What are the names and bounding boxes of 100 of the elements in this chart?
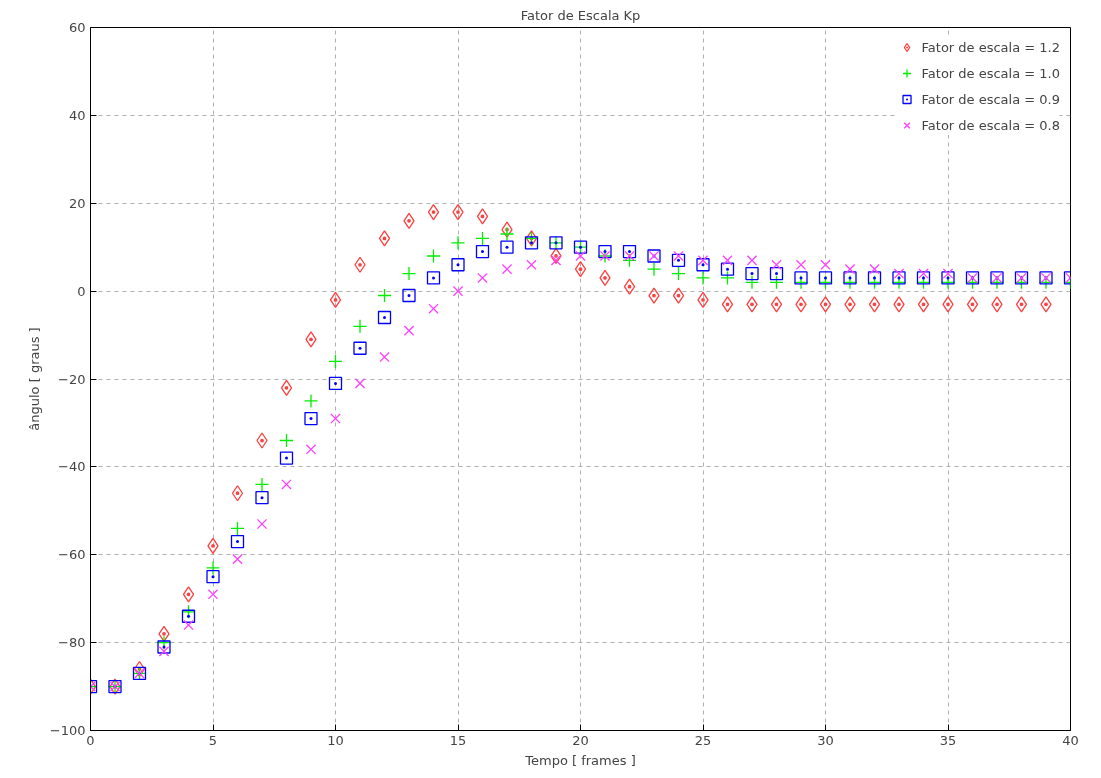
point — [918, 268, 929, 279]
point — [844, 263, 856, 275]
x-tick-label: 40 — [1062, 732, 1079, 748]
point — [329, 291, 342, 309]
point — [500, 240, 514, 254]
point — [769, 266, 784, 281]
point — [917, 296, 930, 313]
point — [158, 646, 170, 657]
point — [746, 255, 758, 266]
point — [354, 378, 366, 389]
point — [281, 479, 292, 490]
chart-title: Fator de Escala Kp — [520, 7, 641, 23]
point — [575, 250, 586, 262]
x-tick-label: 35 — [939, 732, 957, 748]
point — [746, 296, 758, 313]
point — [256, 518, 268, 530]
point — [475, 244, 490, 259]
point — [256, 432, 268, 449]
point — [402, 288, 416, 303]
point — [305, 331, 317, 348]
point — [916, 271, 931, 285]
point — [353, 341, 367, 355]
point — [426, 271, 441, 285]
point — [550, 255, 562, 266]
point — [231, 485, 244, 502]
point — [328, 376, 343, 391]
y-tick-label: −60 — [58, 547, 86, 563]
point — [452, 285, 464, 297]
point — [207, 589, 219, 600]
point — [770, 296, 783, 313]
y-tick-label: 0 — [77, 283, 86, 299]
point — [721, 296, 734, 313]
point — [181, 609, 196, 623]
y-tick-label: −20 — [58, 371, 86, 387]
point — [354, 256, 366, 273]
point — [793, 275, 809, 290]
point — [426, 248, 441, 264]
legend-label: Fator de escala = 1.2 — [921, 39, 1060, 55]
point — [867, 271, 882, 285]
point — [941, 271, 955, 285]
point — [795, 259, 807, 271]
point — [499, 226, 515, 242]
point — [892, 271, 906, 285]
point — [475, 231, 490, 246]
point — [305, 444, 317, 455]
point — [254, 477, 270, 492]
point — [720, 262, 735, 276]
point — [622, 253, 637, 268]
point — [279, 433, 294, 448]
point — [328, 354, 343, 369]
y-tick-label: 40 — [68, 107, 86, 123]
point — [696, 258, 710, 272]
point — [771, 259, 782, 271]
point — [230, 521, 245, 536]
y-tick-label: −40 — [58, 459, 86, 475]
legend-label: Fator de escala = 0.9 — [921, 91, 1060, 107]
x-tick-label: 15 — [449, 732, 467, 748]
point — [330, 413, 341, 424]
point — [942, 268, 954, 279]
point — [622, 244, 637, 259]
point — [891, 275, 907, 290]
point — [303, 393, 319, 409]
point — [476, 208, 489, 225]
point — [991, 296, 1003, 313]
point — [818, 271, 833, 285]
point — [794, 271, 808, 285]
point — [378, 230, 391, 247]
x-tick-label: 30 — [817, 732, 834, 748]
point — [255, 490, 269, 505]
y-tick-label: −80 — [58, 635, 86, 651]
x-tick-label: 25 — [694, 732, 712, 748]
point — [673, 250, 684, 262]
point — [232, 553, 243, 565]
point — [450, 235, 466, 250]
point — [377, 288, 392, 303]
point — [893, 296, 905, 313]
point — [966, 296, 979, 313]
point — [183, 619, 194, 631]
point — [501, 263, 513, 275]
y-tick-label: 60 — [68, 20, 86, 35]
point — [842, 275, 858, 290]
point — [156, 635, 172, 650]
point — [671, 266, 686, 281]
point — [940, 275, 956, 290]
point — [377, 310, 392, 325]
point — [820, 259, 831, 271]
point — [697, 255, 709, 266]
point — [598, 244, 612, 259]
point — [769, 275, 784, 290]
point — [648, 287, 660, 304]
legend-label: Fator de escala = 1.0 — [921, 65, 1060, 81]
x-tick-label: 20 — [572, 732, 589, 748]
point — [280, 379, 293, 396]
point — [379, 351, 390, 363]
point — [230, 534, 245, 549]
point — [623, 278, 636, 295]
point — [1040, 296, 1052, 313]
point — [893, 268, 905, 279]
point — [646, 262, 662, 277]
point — [1015, 296, 1028, 313]
